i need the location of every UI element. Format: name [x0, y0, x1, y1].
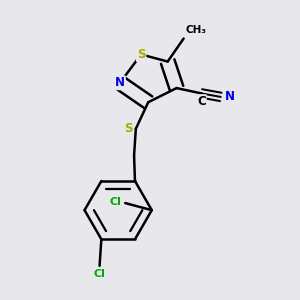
- Text: N: N: [115, 76, 125, 89]
- Text: C: C: [197, 95, 206, 108]
- Text: N: N: [225, 90, 235, 104]
- Text: S: S: [137, 48, 146, 61]
- Text: Cl: Cl: [94, 269, 106, 279]
- Text: CH₃: CH₃: [185, 25, 206, 35]
- Text: Cl: Cl: [109, 197, 121, 207]
- Text: S: S: [124, 122, 132, 135]
